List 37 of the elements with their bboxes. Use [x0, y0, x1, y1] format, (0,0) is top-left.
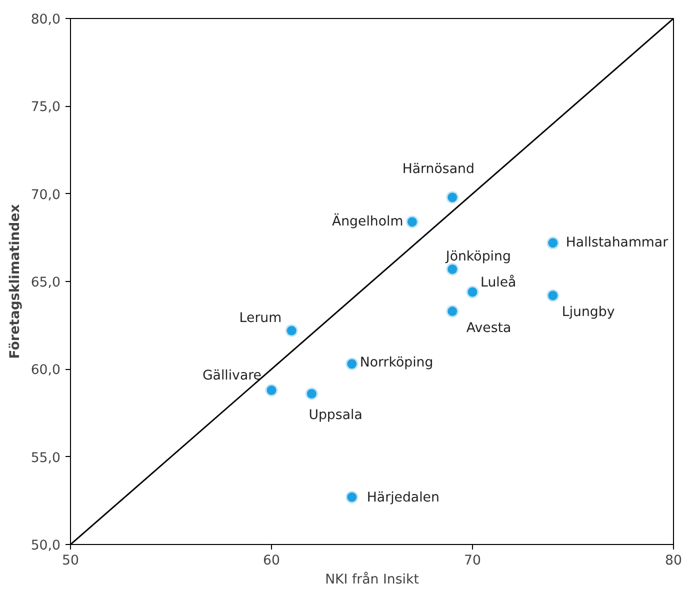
annotation: Härnösand — [402, 162, 474, 177]
point — [546, 289, 560, 302]
point — [265, 384, 278, 396]
x-tick-label: 80 — [665, 554, 682, 568]
y-tick-label: 55,0 — [30, 450, 61, 466]
annotation: Avesta — [466, 320, 512, 336]
annotation: Uppsala — [308, 408, 362, 424]
x-axis-title: NKI från Insikt — [325, 572, 419, 588]
point — [346, 490, 358, 504]
annotation: Gällivare — [202, 368, 262, 384]
point — [546, 236, 560, 250]
y-tick-label: 65,0 — [30, 276, 61, 290]
annotation: Jönköping — [444, 250, 511, 265]
annotation: Luleå — [480, 274, 516, 291]
annotation: Härjedalen — [366, 490, 440, 506]
y-tick-label: 80,0 — [30, 12, 61, 28]
y-tick-label: 50,0 — [30, 538, 61, 554]
point — [305, 387, 318, 400]
annotation: Lerum — [239, 311, 282, 326]
point — [285, 324, 298, 337]
annotation: Hallstahammar — [566, 235, 669, 250]
y-axis-title: Företagsklimatindex — [8, 204, 23, 359]
point — [466, 286, 479, 298]
point — [346, 358, 358, 370]
point — [446, 191, 459, 204]
annotation: Ängelholm — [332, 212, 404, 230]
annotation: Norrköping — [360, 355, 434, 370]
y-tick-label: 60,0 — [30, 363, 61, 378]
x-tick-label: 50 — [62, 554, 79, 568]
annotation: Ljungby — [562, 305, 615, 320]
x-tick-label: 70 — [464, 554, 481, 568]
x-tick-label: 60 — [263, 554, 280, 568]
y-tick-label: 70,0 — [30, 188, 61, 203]
y-tick-label: 75,0 — [30, 100, 61, 116]
point — [446, 305, 459, 318]
point — [446, 262, 459, 276]
point — [406, 216, 418, 228]
